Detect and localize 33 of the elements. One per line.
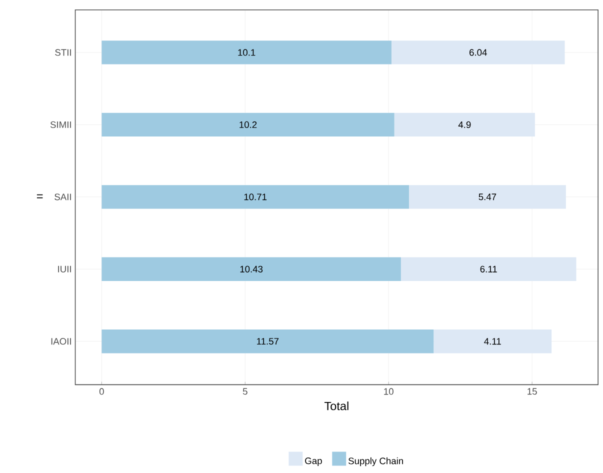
x-tick-label: 0 xyxy=(99,388,104,395)
bar xyxy=(102,184,409,209)
bar xyxy=(102,40,392,64)
data-label: 5.47 xyxy=(478,193,496,200)
y-tick-label: SAII xyxy=(54,193,71,200)
data-label: 4.9 xyxy=(458,121,471,128)
legend-label: Supply Chain xyxy=(348,457,403,466)
data-label: 10.43 xyxy=(240,266,263,272)
data-label: 6.11 xyxy=(480,266,497,272)
data-label: 11.57 xyxy=(257,338,279,344)
bar xyxy=(434,329,552,353)
y-tick-label: SIMII xyxy=(50,121,71,128)
data-label: 6.04 xyxy=(470,48,487,56)
x-tick-label: 10 xyxy=(384,388,394,395)
bar xyxy=(400,257,576,281)
bar xyxy=(394,112,535,136)
legend-label: Gap xyxy=(305,457,322,466)
x-tick-label: 15 xyxy=(528,388,537,394)
bar xyxy=(391,40,565,64)
x-axis-title: Total xyxy=(324,401,348,410)
data-label: 10.1 xyxy=(238,48,256,56)
data-label: 4.11 xyxy=(484,338,501,344)
y-tick-label: STII xyxy=(55,48,71,56)
bar xyxy=(102,112,394,136)
y-tick-label: IAOII xyxy=(51,338,71,344)
bar xyxy=(102,329,434,353)
data-label: 10.71 xyxy=(244,193,267,200)
bar xyxy=(408,184,566,209)
x-tick-label: 5 xyxy=(242,388,248,394)
y-tick-label: IUII xyxy=(58,266,71,272)
y-axis-title: = xyxy=(36,194,43,198)
data-label: 10.2 xyxy=(240,121,257,128)
bar xyxy=(102,257,401,281)
